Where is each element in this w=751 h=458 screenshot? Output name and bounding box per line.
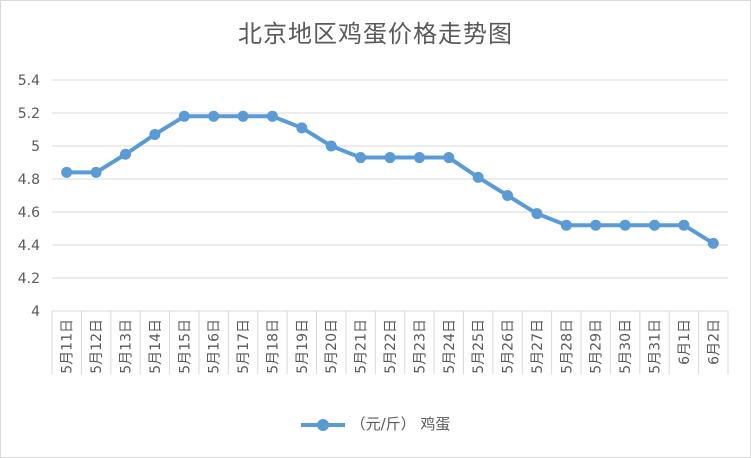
data-point	[149, 128, 161, 140]
x-tick-label: 5月31日	[648, 319, 664, 374]
x-tick-label: 5月26日	[501, 319, 517, 374]
y-tick-label: 5	[31, 139, 40, 155]
data-point	[443, 152, 455, 164]
data-point	[502, 190, 514, 201]
y-tick-label: 4	[31, 304, 40, 320]
x-tick-label: 5月14日	[148, 319, 164, 374]
x-tick-label: 5月13日	[118, 319, 134, 374]
data-point	[208, 110, 220, 122]
data-point	[707, 237, 719, 249]
data-point	[119, 148, 131, 160]
y-tick-label: 4.6	[18, 205, 40, 221]
data-point	[355, 152, 367, 164]
data-point	[560, 219, 572, 231]
data-point	[237, 110, 249, 122]
data-point	[531, 208, 543, 220]
x-tick-label: 5月11日	[60, 319, 76, 374]
x-tick-label: 5月17日	[236, 319, 252, 374]
x-tick-label: 5月29日	[589, 319, 605, 374]
x-tick-label: 5月24日	[442, 319, 458, 374]
y-tick-label: 5.2	[18, 106, 40, 122]
x-tick-label: 5月30日	[618, 319, 634, 374]
x-tick-label: 5月20日	[324, 319, 340, 374]
data-point	[590, 219, 602, 231]
series-line	[64, 114, 716, 246]
x-tick-label: 5月16日	[207, 319, 223, 374]
y-tick-label: 4.8	[18, 172, 40, 188]
data-point	[178, 110, 190, 122]
x-tick-label: 6月2日	[706, 319, 722, 365]
chart-legend: （元/斤） 鸡蛋	[0, 413, 751, 434]
x-tick-label: 5月18日	[265, 319, 281, 374]
x-tick-label: 5月21日	[354, 319, 370, 374]
y-tick-label: 4.4	[18, 238, 40, 254]
x-tick-label: 5月28日	[559, 319, 575, 374]
data-point	[678, 219, 690, 231]
x-tick-label: 5月12日	[89, 319, 105, 374]
data-point	[619, 219, 631, 231]
data-point	[325, 140, 337, 152]
y-tick-label: 4.2	[18, 271, 40, 287]
x-tick-label: 5月19日	[295, 319, 311, 374]
data-point	[384, 152, 396, 164]
data-point	[266, 110, 278, 122]
data-point	[61, 166, 73, 178]
x-tick-label: 5月23日	[412, 319, 428, 374]
x-tick-label: 6月1日	[677, 319, 693, 365]
data-point	[472, 171, 484, 183]
chart-title: 北京地区鸡蛋价格走势图	[238, 20, 513, 48]
x-tick-label: 5月25日	[471, 319, 487, 374]
x-tick-label: 5月27日	[530, 319, 546, 374]
x-tick-label: 5月15日	[177, 319, 193, 374]
y-tick-label: 5.4	[18, 73, 40, 89]
x-tick-label: 5月22日	[383, 319, 399, 374]
data-point	[649, 219, 661, 231]
data-point	[296, 122, 308, 134]
data-point	[90, 166, 102, 178]
legend-marker-icon	[300, 418, 345, 431]
data-point	[413, 152, 425, 164]
legend-label: （元/斤） 鸡蛋	[350, 415, 451, 433]
